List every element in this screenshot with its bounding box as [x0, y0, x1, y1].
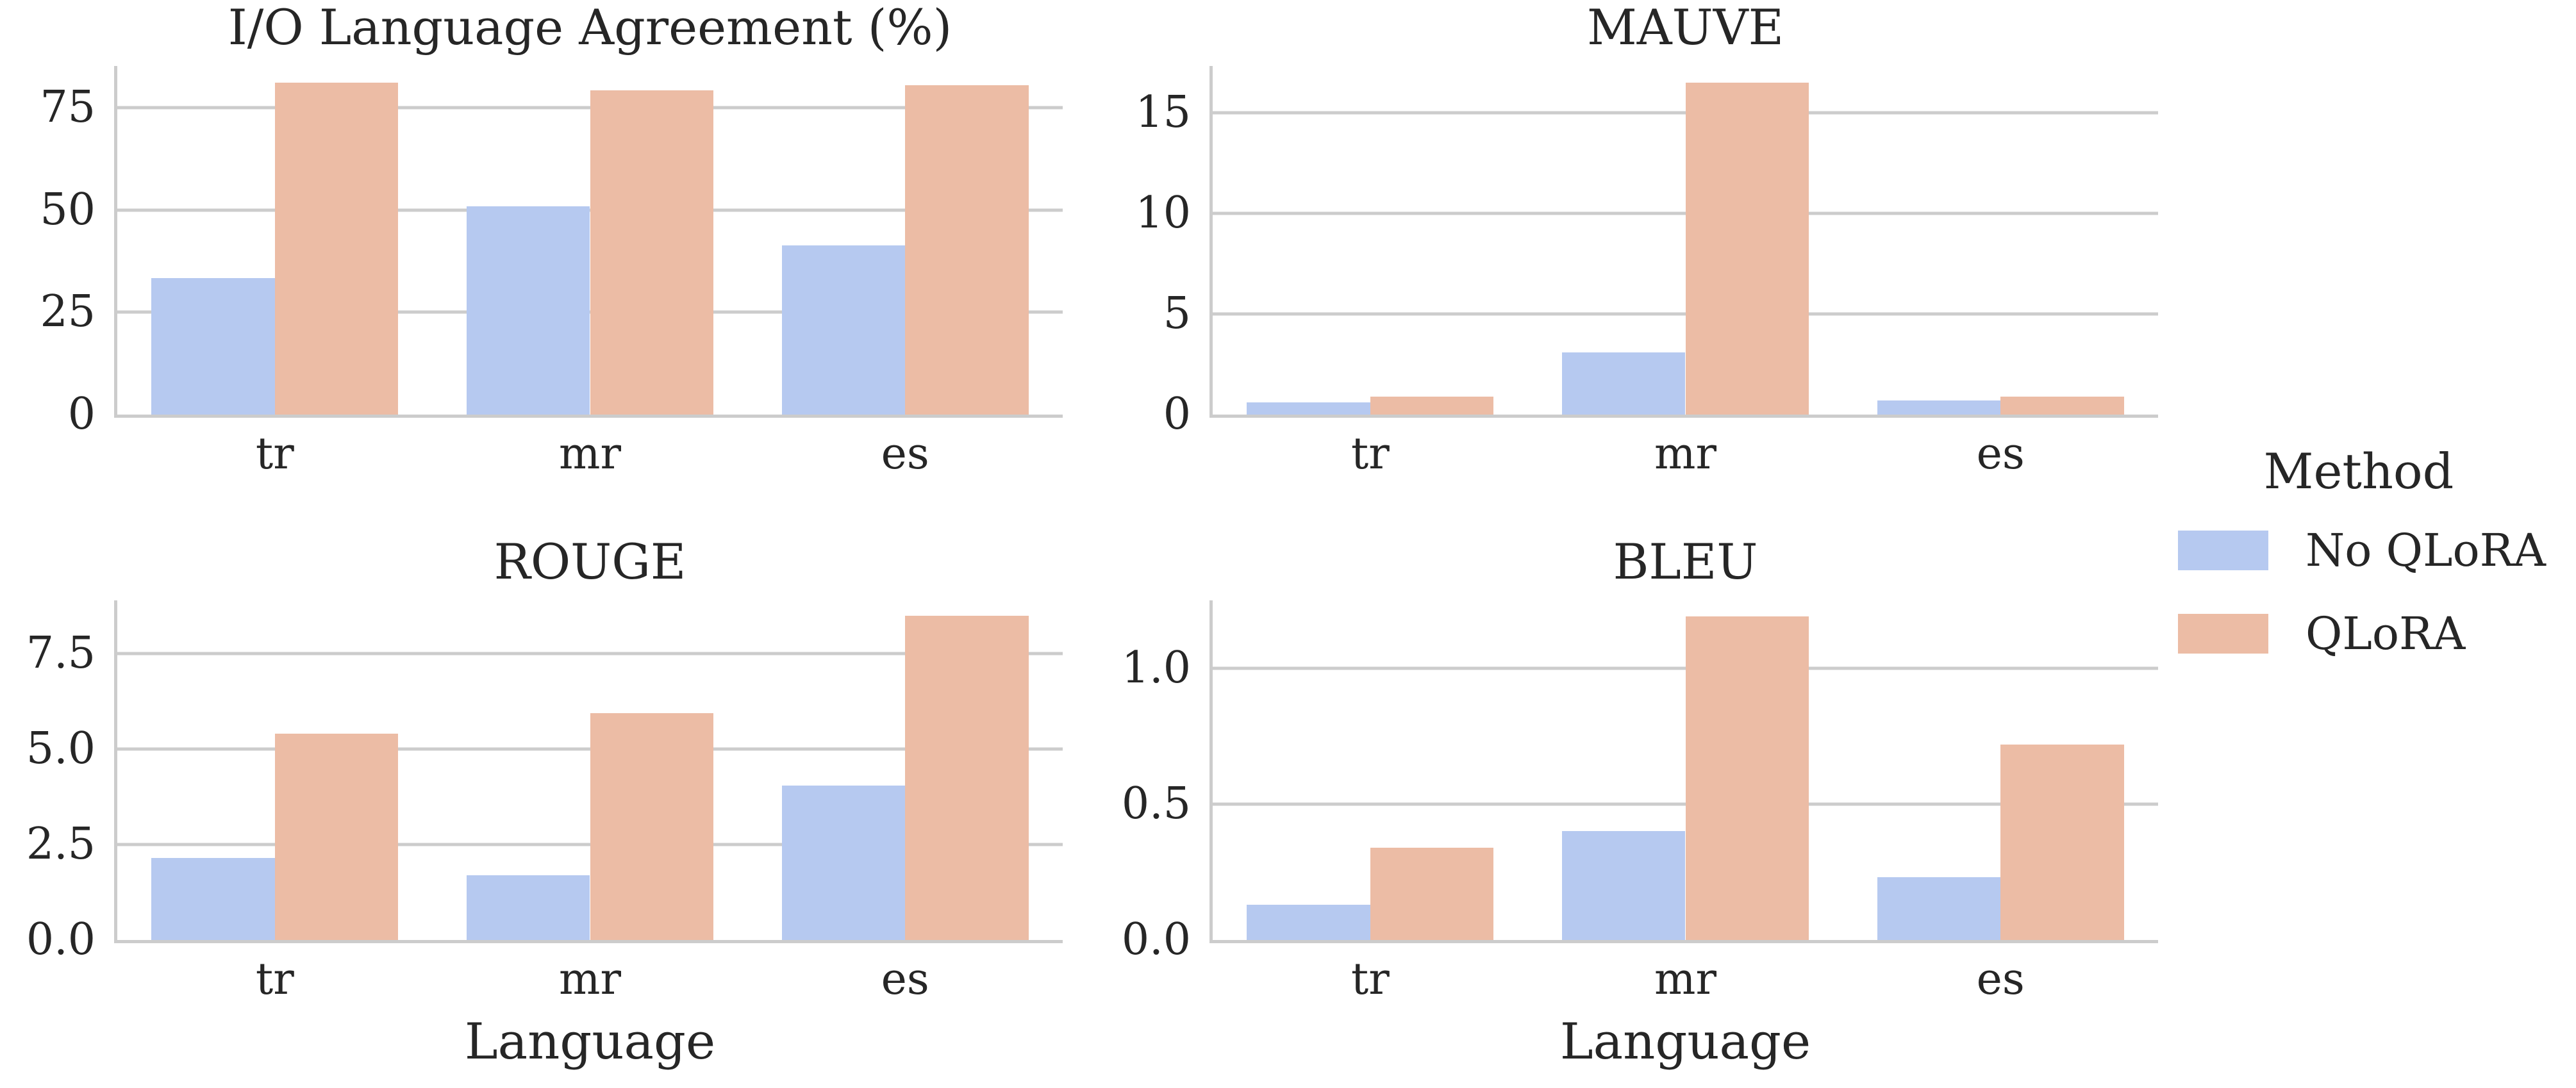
chart-io-language-agreement: I/O Language Agreement (%) 0 25 50 75 tr mr es [40, 0, 1063, 476]
y-tick-label: 0 [67, 389, 96, 440]
legend-title: Method [2263, 443, 2454, 500]
x-tick-label-tr: tr [255, 954, 294, 1005]
y-tick-label: 50 [40, 184, 96, 235]
bar-no-qlora-tr [151, 857, 275, 940]
bar-no-qlora-mr [1562, 352, 1686, 415]
bar-no-qlora-mr [467, 875, 590, 940]
y-tick-label: 0.0 [1121, 914, 1191, 965]
y-tick-label: 7.5 [26, 628, 96, 679]
y-tick-label: 0.0 [26, 914, 96, 965]
x-tick-label-tr: tr [1350, 954, 1390, 1005]
x-tick-label-mr: mr [559, 429, 621, 479]
bar-no-qlora-es [781, 785, 906, 940]
legend-method: Method No QLoRA QLoRA [2178, 447, 2563, 697]
gridline-y-7.5 [117, 652, 1063, 655]
x-tick-label-es: es [881, 954, 929, 1005]
x-tick-label-mr: mr [1654, 429, 1716, 479]
bar-no-qlora-tr [151, 277, 275, 415]
y-tick-label: 15 [1135, 87, 1191, 138]
legend-entry-qlora: QLoRA [2178, 607, 2563, 660]
chart-title-rouge: ROUGE [494, 533, 686, 590]
chart-title-bleu: BLEU [1613, 533, 1758, 590]
bar-qlora-mr [590, 713, 713, 940]
bar-no-qlora-tr [1247, 402, 1370, 415]
chart-title-mauve: MAUVE [1586, 0, 1784, 56]
bar-no-qlora-tr [1247, 904, 1370, 940]
chart-title-io-language-agreement: I/O Language Agreement (%) [228, 0, 952, 56]
legend-swatch-qlora [2178, 614, 2268, 654]
x-tick-label-mr: mr [1654, 954, 1716, 1005]
bar-no-qlora-es [781, 245, 906, 415]
chart-mauve: MAUVE 0 5 10 15 tr mr es [1135, 0, 2158, 476]
y-tick-label: 75 [40, 82, 96, 133]
chart-rouge: ROUGE Language 0.0 2.5 5.0 7.5 tr mr es [26, 533, 1063, 1067]
y-tick-label: 2.5 [26, 819, 96, 870]
legend-entry-no-qlora: No QLoRA [2178, 524, 2563, 577]
chart-bleu: BLEU Language 0.0 0.5 1.0 tr mr es [1122, 533, 2158, 1067]
y-tick-label: 1.0 [1121, 643, 1191, 693]
x-tick-label-mr: mr [559, 954, 621, 1005]
legend-label-qlora: QLoRA [2306, 607, 2466, 660]
bar-qlora-mr [590, 90, 713, 415]
legend-label-no-qlora: No QLoRA [2306, 524, 2546, 577]
y-tick-label: 0 [1163, 389, 1191, 440]
x-tick-label-tr: tr [1350, 429, 1390, 479]
bar-qlora-tr [1370, 847, 1494, 940]
y-tick-label: 10 [1135, 188, 1191, 239]
bar-qlora-es [905, 615, 1029, 940]
bar-qlora-tr [274, 83, 399, 415]
bar-qlora-es [2000, 397, 2124, 415]
x-axis-label-language: Language [1559, 1013, 1811, 1071]
bar-qlora-es [2000, 744, 2124, 940]
x-tick-label-es: es [1976, 954, 2025, 1005]
bar-qlora-tr [274, 734, 399, 940]
bar-qlora-mr [1685, 616, 1809, 940]
x-axis-label-language: Language [464, 1013, 716, 1071]
y-tick-label: 5.0 [26, 723, 96, 775]
x-tick-label-tr: tr [255, 429, 294, 479]
legend-swatch-no-qlora [2178, 531, 2268, 570]
bar-qlora-es [905, 85, 1029, 415]
bar-no-qlora-mr [467, 206, 590, 415]
x-tick-label-es: es [881, 429, 929, 479]
x-tick-label-es: es [1976, 429, 2025, 479]
bar-no-qlora-mr [1562, 831, 1686, 940]
bar-no-qlora-es [1877, 400, 2001, 415]
bar-qlora-mr [1685, 83, 1809, 415]
y-tick-label: 5 [1163, 288, 1191, 340]
bar-no-qlora-es [1877, 877, 2001, 940]
bar-qlora-tr [1370, 396, 1494, 415]
y-tick-label: 25 [40, 286, 96, 338]
y-tick-label: 0.5 [1121, 779, 1191, 829]
